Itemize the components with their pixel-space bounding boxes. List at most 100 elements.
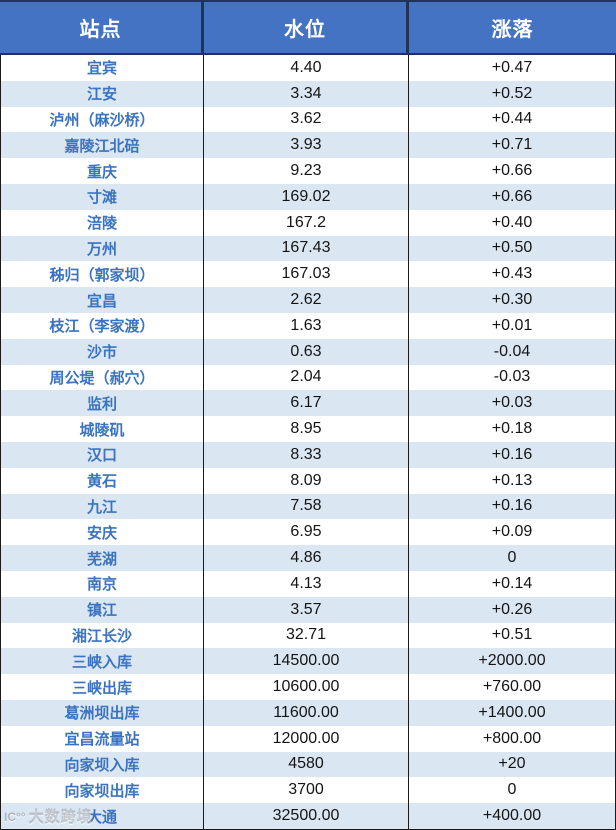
- table-row: 宜昌流量站 12000.00 +800.00: [0, 725, 616, 752]
- table-row: 城陵矶 8.95 +0.18: [0, 416, 616, 442]
- table-row: 向家坝出库 3700 0: [0, 777, 616, 804]
- change-cell: +0.18: [409, 416, 616, 442]
- station-cell: 湘江长沙: [0, 622, 204, 649]
- level-cell: 4.40: [204, 55, 409, 81]
- station-cell: 监利: [0, 390, 204, 417]
- change-cell: +0.44: [409, 106, 616, 133]
- level-cell: 6.17: [204, 390, 409, 417]
- station-cell: 大通: [0, 803, 204, 829]
- station-cell: 向家坝入库: [0, 751, 204, 778]
- header-cell-station: 站点: [0, 2, 204, 53]
- table-row: 湘江长沙 32.71 +0.51: [0, 622, 616, 649]
- table-row: 黄石 8.09 +0.13: [0, 467, 616, 494]
- table-row: 沙市 0.63 -0.04: [0, 338, 616, 365]
- station-cell: 江安: [0, 80, 204, 107]
- level-cell: 2.62: [204, 287, 409, 313]
- change-cell: +0.01: [409, 312, 616, 339]
- level-cell: 169.02: [204, 183, 409, 210]
- change-cell: +0.13: [409, 467, 616, 494]
- table-row: 宜昌 2.62 +0.30: [0, 287, 616, 313]
- table-row: 泸州（麻沙桥） 3.62 +0.44: [0, 106, 616, 133]
- change-cell: +400.00: [409, 803, 616, 829]
- station-cell: 周公堤（郝穴）: [0, 364, 204, 391]
- level-cell: 10600.00: [204, 674, 409, 700]
- level-cell: 7.58: [204, 493, 409, 520]
- table-row: 大通 32500.00 +400.00: [0, 803, 616, 829]
- level-cell: 11600.00: [204, 699, 409, 726]
- level-cell: 3700: [204, 777, 409, 804]
- level-cell: 2.04: [204, 364, 409, 391]
- table-row: 枝江（李家渡） 1.63 +0.01: [0, 312, 616, 339]
- level-cell: 3.62: [204, 106, 409, 133]
- station-cell: 安庆: [0, 519, 204, 546]
- table-row: 芜湖 4.86 0: [0, 545, 616, 571]
- station-cell: 秭归（郭家坝）: [0, 261, 204, 288]
- change-cell: +0.51: [409, 622, 616, 649]
- change-cell: +0.03: [409, 390, 616, 417]
- change-cell: +20: [409, 751, 616, 778]
- level-cell: 4.86: [204, 545, 409, 571]
- table-body: 宜宾 4.40 +0.47 江安 3.34 +0.52 泸州（麻沙桥） 3.62 +0.44 嘉陵…: [0, 55, 616, 830]
- table-row: 镇江 3.57 +0.26: [0, 596, 616, 623]
- station-cell: 芜湖: [0, 545, 204, 571]
- change-cell: +0.14: [409, 570, 616, 597]
- level-cell: 3.34: [204, 80, 409, 107]
- table-row: 寸滩 169.02 +0.66: [0, 183, 616, 210]
- table-row: 嘉陵江北碚 3.93 +0.71: [0, 132, 616, 159]
- table-row: 三峡入库 14500.00 +2000.00: [0, 648, 616, 675]
- change-cell: +0.43: [409, 261, 616, 288]
- change-cell: +800.00: [409, 725, 616, 752]
- change-cell: +0.26: [409, 596, 616, 623]
- table-row: 江安 3.34 +0.52: [0, 80, 616, 107]
- level-cell: 0.63: [204, 338, 409, 365]
- change-cell: +0.09: [409, 519, 616, 546]
- station-cell: 重庆: [0, 158, 204, 184]
- table-row: 周公堤（郝穴） 2.04 -0.03: [0, 364, 616, 391]
- table-header-row: 站点 水位 涨落: [0, 0, 616, 55]
- table-row: 万州 167.43 +0.50: [0, 235, 616, 262]
- change-cell: +0.66: [409, 158, 616, 184]
- station-cell: 涪陵: [0, 209, 204, 236]
- change-cell: 0: [409, 777, 616, 804]
- level-cell: 3.57: [204, 596, 409, 623]
- change-cell: +2000.00: [409, 648, 616, 675]
- level-cell: 3.93: [204, 132, 409, 159]
- level-cell: 12000.00: [204, 725, 409, 752]
- change-cell: +0.40: [409, 209, 616, 236]
- level-cell: 32500.00: [204, 803, 409, 829]
- station-cell: 宜昌: [0, 287, 204, 313]
- station-cell: 宜宾: [0, 55, 204, 81]
- change-cell: 0: [409, 545, 616, 571]
- change-cell: +0.16: [409, 441, 616, 468]
- change-cell: +1400.00: [409, 699, 616, 726]
- change-cell: +760.00: [409, 674, 616, 700]
- level-cell: 4.13: [204, 570, 409, 597]
- change-cell: +0.66: [409, 183, 616, 210]
- level-cell: 167.03: [204, 261, 409, 288]
- station-cell: 寸滩: [0, 183, 204, 210]
- level-cell: 14500.00: [204, 648, 409, 675]
- station-cell: 枝江（李家渡）: [0, 312, 204, 339]
- table-row: 南京 4.13 +0.14: [0, 570, 616, 597]
- table-row: 九江 7.58 +0.16: [0, 493, 616, 520]
- change-cell: +0.71: [409, 132, 616, 159]
- change-cell: +0.50: [409, 235, 616, 262]
- level-cell: 8.33: [204, 441, 409, 468]
- table-row: 三峡出库 10600.00 +760.00: [0, 674, 616, 700]
- station-cell: 嘉陵江北碚: [0, 132, 204, 159]
- table-row: 向家坝入库 4580 +20: [0, 751, 616, 778]
- station-cell: 三峡出库: [0, 674, 204, 700]
- table-row: 葛洲坝出库 11600.00 +1400.00: [0, 699, 616, 726]
- level-cell: 32.71: [204, 622, 409, 649]
- station-cell: 镇江: [0, 596, 204, 623]
- level-cell: 8.09: [204, 467, 409, 494]
- table-row: 安庆 6.95 +0.09: [0, 519, 616, 546]
- table-row: 汉口 8.33 +0.16: [0, 441, 616, 468]
- station-cell: 九江: [0, 493, 204, 520]
- station-cell: 泸州（麻沙桥）: [0, 106, 204, 133]
- station-cell: 三峡入库: [0, 648, 204, 675]
- table-row: 监利 6.17 +0.03: [0, 390, 616, 417]
- level-cell: 167.43: [204, 235, 409, 262]
- change-cell: +0.52: [409, 80, 616, 107]
